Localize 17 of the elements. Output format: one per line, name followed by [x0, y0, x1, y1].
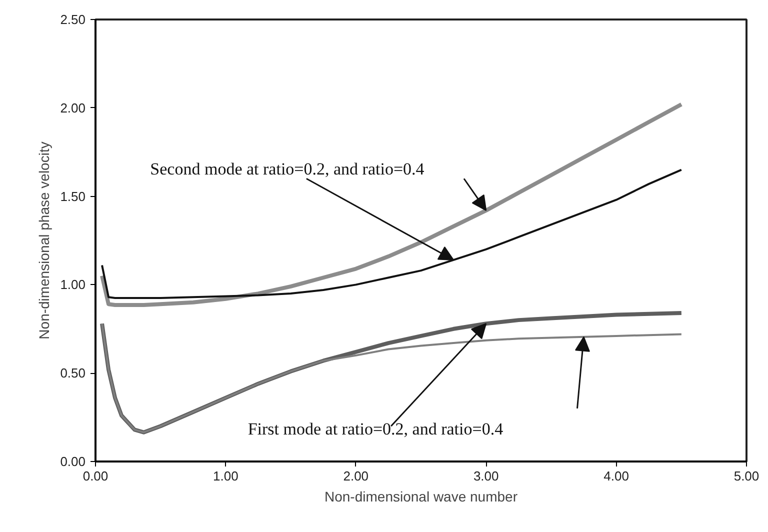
y-axis-title: Non-dimensional phase velocity [36, 142, 52, 340]
annotation: Second mode at ratio=0.2, and ratio=0.4 [150, 160, 425, 179]
y-tick-label: 2.50 [60, 12, 86, 27]
x-tick-label: 2.00 [343, 468, 369, 484]
y-tick-label: 0.00 [60, 454, 86, 469]
x-tick-label: 4.00 [604, 468, 629, 484]
line-series [100, 102, 684, 308]
y-tick-label: 1.00 [60, 277, 86, 292]
x-tick-label: 1.00 [213, 468, 238, 484]
annotation: First mode at ratio=0.2, and ratio=0.4 [248, 420, 504, 439]
y-tick-label: 1.50 [60, 188, 86, 204]
x-tick-label: 5.00 [734, 468, 760, 484]
y-tick-label: 2.00 [60, 100, 86, 116]
x-tick-label: 0.00 [82, 468, 108, 484]
y-tick-label: 0.50 [60, 366, 86, 381]
x-axis-title: Non-dimensional wave number [324, 488, 518, 504]
x-tick-label: 3.00 [473, 468, 499, 484]
